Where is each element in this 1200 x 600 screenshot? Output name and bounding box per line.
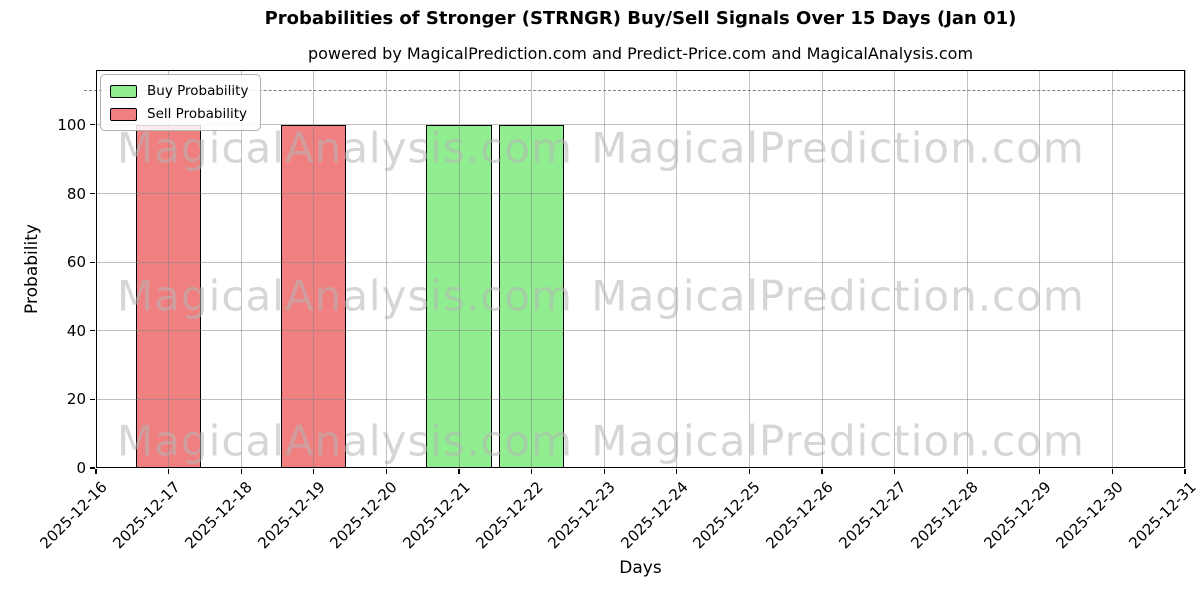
vertical-gridline bbox=[894, 70, 896, 468]
chart-subtitle: powered by MagicalPrediction.com and Pre… bbox=[307, 44, 974, 63]
x-tick bbox=[676, 469, 678, 474]
x-axis-label: Days bbox=[619, 558, 662, 578]
dashed-threshold-line bbox=[84, 89, 1185, 91]
watermark-text: MagicalAnalysis.com bbox=[117, 416, 573, 466]
x-tick bbox=[1184, 469, 1186, 474]
watermark-text: MagicalAnalysis.com bbox=[117, 123, 573, 173]
x-tick bbox=[240, 469, 242, 474]
x-tick bbox=[531, 469, 533, 474]
vertical-gridline bbox=[1111, 70, 1113, 468]
legend: Buy Probability Sell Probability bbox=[100, 74, 262, 131]
x-tick bbox=[894, 469, 896, 474]
sell-color-swatch bbox=[110, 107, 137, 121]
y-tick bbox=[90, 261, 95, 263]
horizontal-gridline bbox=[96, 398, 1185, 400]
x-tick-label: 2025-12-31 bbox=[1125, 478, 1200, 553]
vertical-gridline bbox=[1039, 70, 1041, 468]
vertical-gridline bbox=[531, 70, 533, 468]
vertical-gridline bbox=[458, 70, 460, 468]
x-tick bbox=[168, 469, 170, 474]
y-tick-label: 80 bbox=[66, 184, 86, 203]
x-tick bbox=[603, 469, 605, 474]
horizontal-gridline bbox=[96, 193, 1185, 194]
y-tick bbox=[90, 398, 95, 400]
y-tick-label: 60 bbox=[66, 253, 86, 272]
vertical-gridline bbox=[1184, 70, 1186, 468]
x-tick bbox=[966, 469, 968, 474]
watermark-text: MagicalPrediction.com bbox=[591, 271, 1085, 321]
vertical-gridline bbox=[748, 70, 750, 468]
horizontal-gridline bbox=[96, 124, 1185, 126]
watermark-text: MagicalPrediction.com bbox=[591, 123, 1085, 173]
x-tick bbox=[95, 469, 97, 474]
x-tick-label: 2025-12-16 bbox=[36, 478, 111, 553]
legend-label-sell: Sell Probability bbox=[147, 106, 248, 122]
vertical-gridline bbox=[966, 70, 968, 468]
x-tick bbox=[1039, 469, 1041, 474]
x-tick bbox=[748, 469, 750, 474]
y-tick bbox=[90, 330, 95, 332]
x-tick bbox=[313, 469, 315, 474]
buy-color-swatch bbox=[110, 84, 137, 98]
y-tick bbox=[90, 124, 95, 126]
chart-title: Probabilities of Stronger (STRNGR) Buy/S… bbox=[264, 8, 1017, 29]
y-tick bbox=[90, 467, 95, 469]
x-tick bbox=[458, 469, 460, 474]
legend-item-sell: Sell Probability bbox=[110, 106, 248, 122]
vertical-gridline bbox=[313, 70, 315, 468]
y-tick bbox=[90, 192, 95, 195]
y-tick-label: 0 bbox=[76, 459, 86, 477]
horizontal-gridline bbox=[96, 330, 1185, 332]
x-tick bbox=[385, 469, 387, 474]
legend-item-buy: Buy Probability bbox=[110, 83, 248, 99]
x-tick bbox=[821, 469, 823, 474]
vertical-gridline bbox=[95, 70, 97, 468]
vertical-gridline bbox=[603, 70, 605, 468]
y-tick-label: 20 bbox=[66, 390, 86, 409]
vertical-gridline bbox=[821, 70, 823, 468]
x-tick bbox=[1111, 469, 1113, 474]
watermark-text: MagicalAnalysis.com bbox=[117, 271, 573, 321]
y-tick-label: 40 bbox=[66, 321, 86, 340]
vertical-gridline bbox=[168, 70, 170, 468]
legend-label-buy: Buy Probability bbox=[147, 83, 249, 99]
y-tick-label: 100 bbox=[57, 115, 86, 134]
vertical-gridline bbox=[240, 70, 242, 468]
vertical-gridline bbox=[676, 70, 678, 468]
watermark-text: MagicalPrediction.com bbox=[591, 416, 1085, 466]
vertical-gridline bbox=[385, 70, 387, 468]
horizontal-gridline bbox=[96, 261, 1185, 263]
